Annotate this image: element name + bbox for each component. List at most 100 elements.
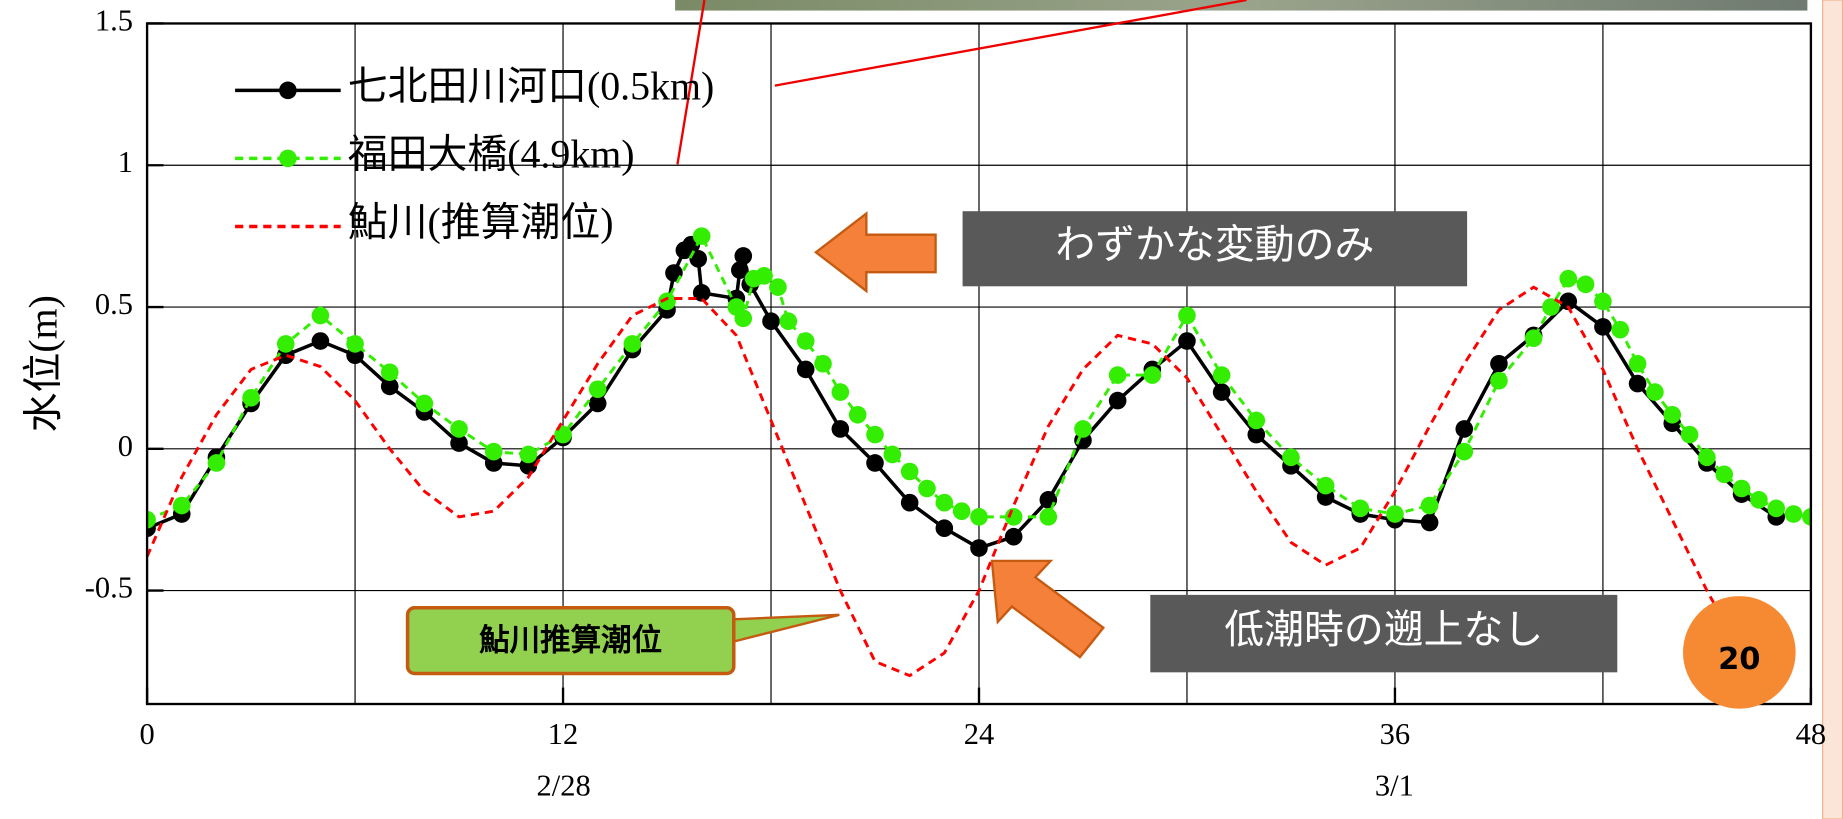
point xyxy=(1005,528,1023,546)
point xyxy=(970,539,988,557)
y-tick-label: 0.5 xyxy=(95,287,133,321)
point xyxy=(346,335,364,353)
date-label: 3/1 xyxy=(1375,768,1414,802)
point xyxy=(1715,466,1733,484)
point xyxy=(1767,500,1785,518)
arrow xyxy=(992,561,1103,657)
y-tick-label: 0 xyxy=(118,429,133,463)
y-tick-label: 1.5 xyxy=(95,3,133,37)
annotation-box: 低潮時の遡上なし xyxy=(1150,595,1617,672)
point xyxy=(1490,355,1508,373)
point xyxy=(1213,366,1231,384)
point xyxy=(866,454,884,472)
point xyxy=(1144,366,1162,384)
point xyxy=(1109,366,1127,384)
point xyxy=(1421,497,1439,515)
x-tick-label: 0 xyxy=(139,717,154,751)
page-number: 20 xyxy=(1718,642,1760,677)
point xyxy=(797,361,815,379)
legend-label: 福田大橋(4.9km) xyxy=(348,132,635,177)
point xyxy=(970,508,988,526)
point xyxy=(381,363,399,381)
point xyxy=(1109,392,1127,410)
x-tick-label: 12 xyxy=(548,717,579,751)
point xyxy=(1559,270,1577,288)
point xyxy=(832,420,850,438)
point xyxy=(693,227,711,245)
x-tick-label: 36 xyxy=(1380,717,1411,751)
point xyxy=(1733,480,1751,498)
page: {"chart_data": { "type": "line", "y_labe… xyxy=(0,0,1843,819)
point xyxy=(173,497,191,515)
point xyxy=(624,335,642,353)
point xyxy=(866,426,884,444)
callout-line xyxy=(775,0,1247,86)
point xyxy=(1455,420,1473,438)
date-label: 2/28 xyxy=(537,768,591,802)
point xyxy=(520,446,538,464)
x-tick-label: 48 xyxy=(1796,717,1827,751)
point xyxy=(734,310,752,328)
point xyxy=(1421,514,1439,532)
point xyxy=(312,332,330,350)
point xyxy=(1611,321,1629,339)
callout-text: 鮎川推算潮位 xyxy=(479,622,662,658)
point xyxy=(1247,412,1265,430)
point xyxy=(936,519,954,537)
point xyxy=(849,406,867,424)
point xyxy=(450,420,468,438)
point xyxy=(485,443,503,461)
point xyxy=(242,389,260,407)
point xyxy=(797,332,815,350)
point xyxy=(734,247,752,265)
point xyxy=(416,395,434,413)
point xyxy=(769,278,787,296)
point xyxy=(780,312,798,330)
arrow xyxy=(816,214,936,291)
point xyxy=(1178,307,1196,325)
point xyxy=(1785,505,1803,523)
point xyxy=(901,463,919,481)
annotation-text: 低潮時の遡上なし xyxy=(1224,607,1543,652)
legend-marker xyxy=(279,150,297,168)
chart: 水位(m) 2/28 3/1 わずかな変動のみ 低潮時の遡上なし 鮎川推算潮位 … xyxy=(0,0,1843,819)
point xyxy=(277,335,295,353)
point xyxy=(1698,449,1716,467)
point xyxy=(1681,426,1699,444)
point xyxy=(1282,449,1300,467)
point xyxy=(901,494,919,512)
point xyxy=(1490,372,1508,390)
annotation-text: わずかな変動のみ xyxy=(1055,222,1374,267)
y-tick-label: 1 xyxy=(118,145,133,179)
callout: 鮎川推算潮位 xyxy=(408,608,840,674)
point xyxy=(1386,505,1404,523)
point xyxy=(1750,491,1768,509)
legend: 七北田川河口(0.5km)福田大橋(4.9km)鮎川(推算潮位) xyxy=(235,64,714,245)
point xyxy=(1629,375,1647,393)
x-tick-label: 24 xyxy=(964,717,995,751)
point xyxy=(953,502,971,520)
point xyxy=(762,312,780,330)
point xyxy=(1213,383,1231,401)
point xyxy=(589,380,607,398)
point xyxy=(1594,293,1612,311)
point xyxy=(918,480,936,498)
legend-label: 鮎川(推算潮位) xyxy=(348,200,614,245)
point xyxy=(1040,491,1058,509)
point xyxy=(814,355,832,373)
point xyxy=(1074,420,1092,438)
point xyxy=(208,454,226,472)
point xyxy=(1040,508,1058,526)
point xyxy=(832,383,850,401)
point xyxy=(936,494,954,512)
point xyxy=(884,446,902,464)
y-axis-label: 水位(m) xyxy=(21,295,66,432)
point xyxy=(1629,355,1647,373)
point xyxy=(1525,329,1543,347)
side-stripe xyxy=(1823,0,1843,819)
point xyxy=(1351,500,1369,518)
point xyxy=(1317,477,1335,495)
y-tick-label: -0.5 xyxy=(85,571,133,605)
annotation-box: わずかな変動のみ xyxy=(963,211,1468,286)
point xyxy=(1594,318,1612,336)
